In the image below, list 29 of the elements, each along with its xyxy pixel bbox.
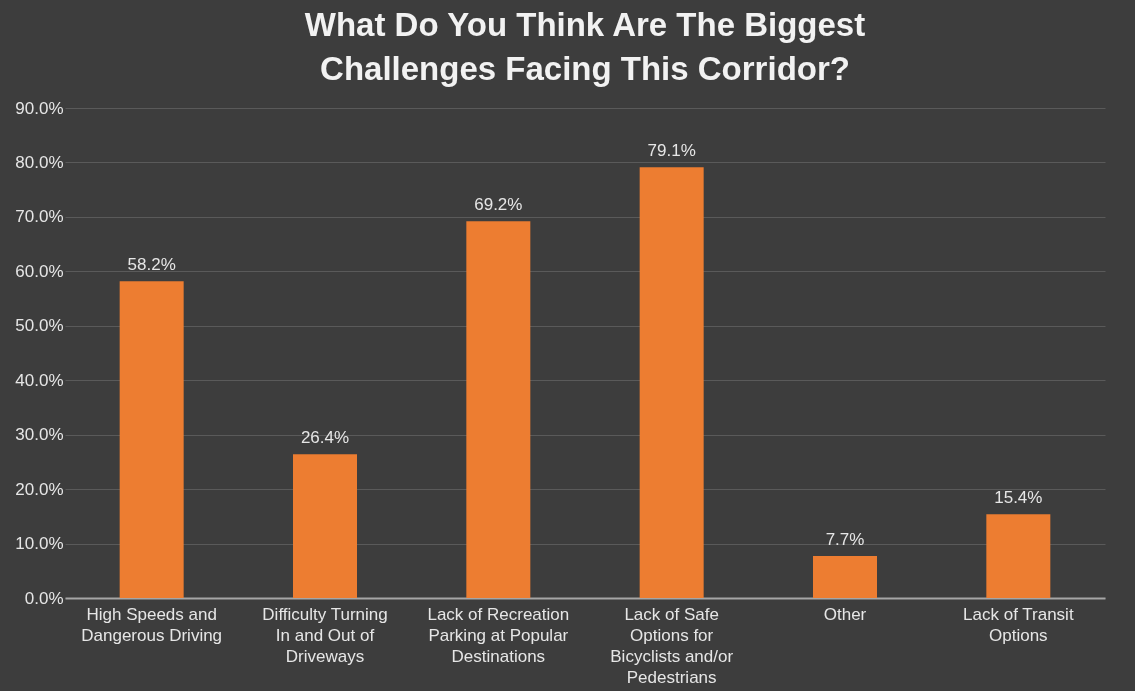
y-tick-label: 20.0% (15, 479, 64, 499)
y-tick-label: 50.0% (15, 316, 64, 336)
data-label: 79.1% (647, 141, 696, 161)
bar (986, 514, 1051, 598)
x-tick-label: Lack of Transit Options (963, 604, 1074, 645)
x-tick-label: Difficulty Turning In and Out of Driveways (262, 604, 388, 666)
y-tick-label: 70.0% (15, 207, 64, 227)
data-label: 26.4% (300, 428, 350, 448)
bar (293, 454, 357, 598)
y-tick-label: 10.0% (15, 534, 64, 554)
bar (813, 556, 877, 598)
y-tick-label: 40.0% (15, 370, 64, 390)
y-tick-label: 90.0% (15, 98, 64, 118)
y-tick-label: 0.0% (24, 588, 64, 608)
x-tick-label: Lack of Safe Options for Bicyclists and/or Pedestrians (610, 604, 734, 687)
bar (119, 281, 184, 598)
data-label: 7.7% (825, 530, 865, 550)
chart-title: What Do You Think Are The Biggest Challenges Facing This Corridor? (304, 6, 866, 87)
data-label: 58.2% (127, 255, 176, 275)
y-tick-label: 60.0% (15, 261, 64, 281)
y-tick-label: 80.0% (15, 152, 64, 172)
bar (466, 221, 531, 598)
data-label: 69.2% (474, 195, 523, 215)
x-tick-label: Lack of Recreation Parking at Popular Destinations (427, 604, 570, 666)
x-tick-label: High Speeds and Dangerous Driving (81, 604, 223, 645)
y-tick-label: 30.0% (15, 425, 64, 445)
x-tick-label: Other (823, 604, 867, 624)
bar (639, 167, 704, 598)
data-label: 15.4% (994, 488, 1043, 508)
